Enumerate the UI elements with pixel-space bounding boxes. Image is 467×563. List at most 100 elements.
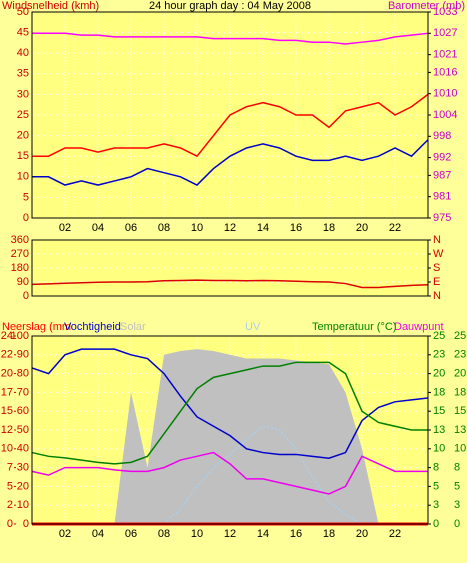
x-tick-label: 04 <box>92 528 104 540</box>
y3-tick-label: 12 <box>1 424 13 436</box>
y2-tick-label: 10 <box>454 443 466 455</box>
x-tick-label: 10 <box>191 222 203 234</box>
y2-tick-label: E <box>433 276 440 288</box>
y2-tick-label: 3 <box>433 499 439 511</box>
y2-tick-label: N <box>433 234 441 246</box>
plot-frame <box>31 11 429 219</box>
x-tick-label: 22 <box>389 222 401 234</box>
y-tick-label: 360 <box>11 234 29 246</box>
y2-tick-label: W <box>433 248 444 260</box>
y2-tick-label: 1016 <box>433 66 457 78</box>
series-line <box>32 93 429 158</box>
y2-axis-label: Barometer (mb) <box>388 0 465 12</box>
x-tick-label: 12 <box>224 528 236 540</box>
y-tick-label: 50 <box>17 6 29 18</box>
x-tick-label: 08 <box>158 222 170 234</box>
y-tick-label: 50 <box>17 424 29 436</box>
y2-tick-label: 1004 <box>433 109 457 121</box>
series-line <box>32 32 429 45</box>
y-tick-label: 30 <box>17 462 29 474</box>
y-tick-label: 20 <box>17 130 29 142</box>
x-tick-label: 10 <box>191 528 203 540</box>
x-tick-label: 06 <box>125 222 137 234</box>
y2-tick-label: 10 <box>433 443 445 455</box>
y3-tick-label: 10 <box>1 443 13 455</box>
y2-tick-label: 13 <box>454 424 466 436</box>
x-tick-label: 22 <box>389 528 401 540</box>
y-tick-label: 30 <box>17 88 29 100</box>
x-tick-label: 18 <box>323 222 335 234</box>
y-tick-label: 0 <box>23 290 29 302</box>
y-tick-label: 40 <box>17 47 29 59</box>
y-axis-label: Windsnelheid (kmh) <box>2 0 99 12</box>
y2-tick-label: 981 <box>433 191 451 203</box>
y-tick-label: 270 <box>11 248 29 260</box>
y2-tick-label: 975 <box>433 212 451 224</box>
y2-tick-label: 5 <box>433 480 439 492</box>
y2-tick-label: 987 <box>433 169 451 181</box>
y3-tick-label: 22 <box>1 349 13 361</box>
y-tick-label: 25 <box>17 109 29 121</box>
plot-frame <box>31 239 429 297</box>
series-line <box>32 139 429 186</box>
legend-label: Vochtigheid <box>64 321 121 333</box>
y2-tick-label: 992 <box>433 152 451 164</box>
y2-tick-label: 20 <box>454 368 466 380</box>
x-tick-label: 08 <box>158 528 170 540</box>
y2-tick-label: 25 <box>454 330 466 342</box>
plot-frame <box>31 335 429 525</box>
x-tick-label: 16 <box>290 528 302 540</box>
y2-tick-label: 15 <box>454 405 466 417</box>
y2-tick-label: 5 <box>454 480 460 492</box>
y2-tick-label: N <box>433 290 441 302</box>
y-tick-label: 10 <box>17 171 29 183</box>
y2-tick-label: S <box>433 262 440 274</box>
y2-tick-label: 8 <box>454 462 460 474</box>
y2-tick-label: 1033 <box>433 6 457 18</box>
y3-tick-label: 24 <box>1 330 13 342</box>
series-line <box>31 279 429 289</box>
y3-tick-label: 20 <box>1 368 13 380</box>
y3-tick-label: 2 <box>7 499 13 511</box>
x-tick-label: 14 <box>257 528 269 540</box>
y3-tick-label: 15 <box>1 405 13 417</box>
y-tick-label: 40 <box>17 443 29 455</box>
y-tick-label: 5 <box>23 191 29 203</box>
y2-tick-label: 8 <box>433 462 439 474</box>
y-tick-label: 90 <box>17 349 29 361</box>
y2-tick-label: 23 <box>433 349 445 361</box>
y3-tick-label: 0 <box>7 518 13 530</box>
y-tick-label: 45 <box>17 27 29 39</box>
y2-tick-label: 0 <box>454 518 460 530</box>
series-line <box>31 348 429 459</box>
y2-tick-label: 0 <box>433 518 439 530</box>
y2-tick-label: 3 <box>454 499 460 511</box>
x-tick-label: 20 <box>356 528 368 540</box>
y-tick-label: 90 <box>17 276 29 288</box>
x-tick-label: 02 <box>59 222 71 234</box>
x-tick-label: 14 <box>257 222 269 234</box>
y2-tick-label: 1010 <box>433 88 457 100</box>
y-tick-label: 0 <box>23 518 29 530</box>
y-tick-label: 35 <box>17 68 29 80</box>
legend-label: Dauwpunt <box>394 321 444 333</box>
y-tick-label: 80 <box>17 368 29 380</box>
y-tick-label: 10 <box>17 499 29 511</box>
y3-tick-label: 5 <box>7 480 13 492</box>
y-tick-label: 0 <box>23 212 29 224</box>
x-tick-label: 12 <box>224 222 236 234</box>
series-line <box>31 361 428 465</box>
y2-tick-label: 1021 <box>433 49 457 61</box>
x-tick-label: 02 <box>59 528 71 540</box>
y3-tick-label: 17 <box>1 386 13 398</box>
legend-label: UV <box>245 321 261 333</box>
legend-label: Neerslag (mm <box>2 321 71 333</box>
x-tick-label: 18 <box>323 528 335 540</box>
series-line <box>31 451 428 495</box>
y-tick-label: 180 <box>11 262 29 274</box>
y2-tick-label: 25 <box>433 330 445 342</box>
y-tick-label: 20 <box>17 480 29 492</box>
x-tick-label: 04 <box>92 222 104 234</box>
y-tick-label: 15 <box>17 150 29 162</box>
y2-tick-label: 15 <box>433 405 445 417</box>
